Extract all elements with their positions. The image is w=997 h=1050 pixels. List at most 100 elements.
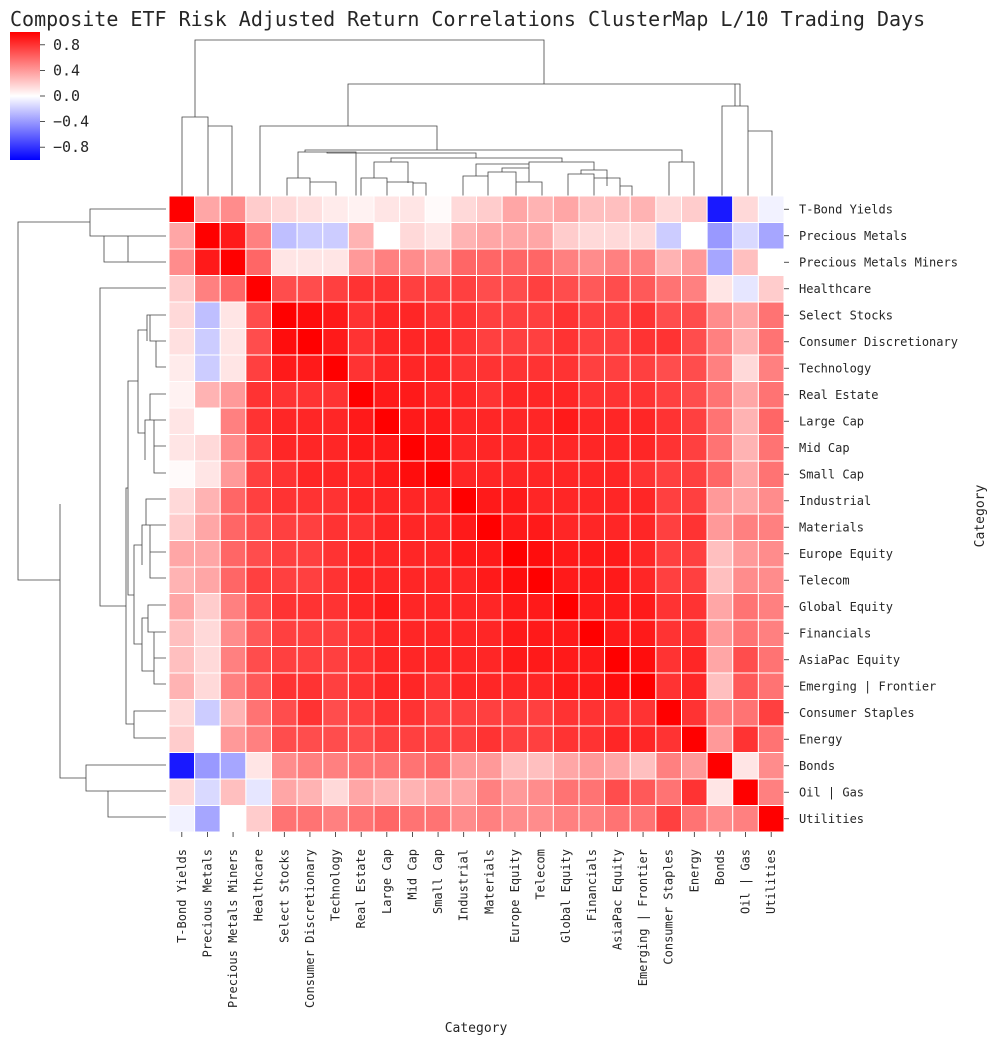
- heatmap-cell-r8-c17: [604, 407, 631, 435]
- heatmap-cell-r14-c4: [271, 566, 298, 594]
- heatmap-cell-r17-c7: [347, 646, 375, 674]
- heatmap-cell-r17-c15: [552, 646, 580, 674]
- heatmap-cell-r5-c17: [604, 328, 631, 356]
- heatmap-cell-r14-c10: [424, 566, 452, 594]
- heatmap-cell-r20-c18: [629, 725, 657, 753]
- heatmap-cell-r1-c21: [706, 222, 734, 250]
- heatmap-cell-r14-c11: [450, 566, 477, 594]
- heatmap-cell-r20-c15: [552, 725, 580, 753]
- heatmap-cell-r8-c7: [347, 407, 375, 435]
- heatmap-cell-r11-c0: [168, 487, 196, 515]
- heatmap-cell-r16-c7: [347, 619, 375, 647]
- heatmap-cell-r6-c10: [424, 354, 452, 382]
- heatmap-cell-r0-c19: [655, 195, 682, 223]
- heatmap-cell-r8-c6: [322, 407, 349, 435]
- heatmap-cell-r12-c18: [629, 513, 657, 541]
- heatmap-cell-r6-c21: [706, 354, 734, 382]
- heatmap-cell-r2-c16: [578, 248, 606, 276]
- heatmap-cell-r17-c1: [194, 646, 221, 674]
- heatmap-cell-r19-c11: [450, 699, 477, 727]
- heatmap-cell-r9-c22: [732, 434, 759, 462]
- heatmap-cell-r15-c9: [399, 593, 426, 621]
- heatmap-cell-r5-c0: [168, 328, 196, 356]
- heatmap-cell-r5-c9: [399, 328, 426, 356]
- heatmap-cell-r7-c10: [424, 381, 452, 409]
- heatmap-cell-r6-c11: [450, 354, 477, 382]
- heatmap-cell-r16-c18: [629, 619, 657, 647]
- heatmap-cell-r12-c15: [552, 513, 580, 541]
- heatmap-cell-r3-c6: [322, 275, 349, 303]
- heatmap-cell-r22-c9: [399, 778, 426, 806]
- heatmap-cell-r5-c5: [296, 328, 324, 356]
- heatmap-cell-r1-c5: [296, 222, 324, 250]
- heatmap-cell-r7-c12: [476, 381, 503, 409]
- heatmap-cell-r13-c10: [424, 540, 452, 568]
- heatmap-cell-r0-c16: [578, 195, 606, 223]
- heatmap-cell-r1-c3: [245, 222, 272, 250]
- heatmap-cell-r23-c6: [322, 805, 349, 833]
- heatmap-cell-r23-c14: [527, 805, 554, 833]
- heatmap-cell-r13-c12: [476, 540, 503, 568]
- heatmap-cell-r8-c8: [373, 407, 401, 435]
- heatmap-cell-r19-c23: [757, 699, 785, 727]
- heatmap-cell-r21-c15: [552, 752, 580, 780]
- heatmap-cell-r21-c12: [476, 752, 503, 780]
- heatmap-cell-r20-c22: [732, 725, 759, 753]
- y-tick-label: Industrial: [799, 494, 871, 508]
- heatmap-cell-r8-c23: [757, 407, 785, 435]
- y-tick-label: Consumer Staples: [799, 706, 915, 720]
- heatmap-cell-r22-c5: [296, 778, 324, 806]
- heatmap-cell-r22-c15: [552, 778, 580, 806]
- heatmap-cell-r11-c23: [757, 487, 785, 515]
- heatmap-cell-r13-c21: [706, 540, 734, 568]
- heatmap-cell-r5-c7: [347, 328, 375, 356]
- column-dendrogram: [181, 39, 773, 196]
- heatmap-cell-r12-c23: [757, 513, 785, 541]
- heatmap-cell-r16-c20: [681, 619, 708, 647]
- heatmap-cell-r1-c15: [552, 222, 580, 250]
- heatmap-cell-r12-c17: [604, 513, 631, 541]
- heatmap-cells: [168, 195, 785, 833]
- heatmap-cell-r4-c15: [552, 301, 580, 329]
- heatmap-cell-r19-c2: [219, 699, 247, 727]
- heatmap-cell-r10-c23: [757, 460, 785, 488]
- heatmap-cell-r23-c1: [194, 805, 221, 833]
- heatmap-cell-r21-c4: [271, 752, 298, 780]
- heatmap-cell-r16-c11: [450, 619, 477, 647]
- colorbar: [10, 32, 40, 160]
- heatmap-cell-r4-c18: [629, 301, 657, 329]
- heatmap-cell-r1-c12: [476, 222, 503, 250]
- heatmap-cell-r21-c10: [424, 752, 452, 780]
- heatmap-cell-r3-c3: [245, 275, 272, 303]
- heatmap-cell-r23-c20: [681, 805, 708, 833]
- y-tick-label: Real Estate: [799, 388, 878, 402]
- heatmap-cell-r7-c13: [501, 381, 529, 409]
- heatmap-cell-r22-c12: [476, 778, 503, 806]
- heatmap-cell-r17-c4: [271, 646, 298, 674]
- heatmap-cell-r9-c9: [399, 434, 426, 462]
- heatmap-cell-r7-c1: [194, 381, 221, 409]
- heatmap-cell-r12-c1: [194, 513, 221, 541]
- heatmap-cell-r21-c2: [219, 752, 247, 780]
- heatmap-cell-r18-c10: [424, 672, 452, 700]
- heatmap-cell-r9-c17: [604, 434, 631, 462]
- heatmap-cell-r10-c15: [552, 460, 580, 488]
- heatmap-cell-r16-c8: [373, 619, 401, 647]
- heatmap-cell-r5-c16: [578, 328, 606, 356]
- y-tick-label: Telecom: [799, 573, 850, 587]
- heatmap-cell-r3-c9: [399, 275, 426, 303]
- heatmap-cell-r20-c11: [450, 725, 477, 753]
- heatmap-cell-r16-c23: [757, 619, 785, 647]
- heatmap-cell-r6-c1: [194, 354, 221, 382]
- heatmap-cell-r18-c7: [347, 672, 375, 700]
- heatmap-cell-r14-c21: [706, 566, 734, 594]
- heatmap-cell-r18-c8: [373, 672, 401, 700]
- heatmap-cell-r20-c10: [424, 725, 452, 753]
- heatmap-cell-r7-c9: [399, 381, 426, 409]
- heatmap-cell-r2-c3: [245, 248, 272, 276]
- heatmap-cell-r19-c14: [527, 699, 554, 727]
- heatmap-cell-r10-c2: [219, 460, 247, 488]
- heatmap-cell-r23-c4: [271, 805, 298, 833]
- heatmap-cell-r20-c8: [373, 725, 401, 753]
- heatmap-cell-r10-c21: [706, 460, 734, 488]
